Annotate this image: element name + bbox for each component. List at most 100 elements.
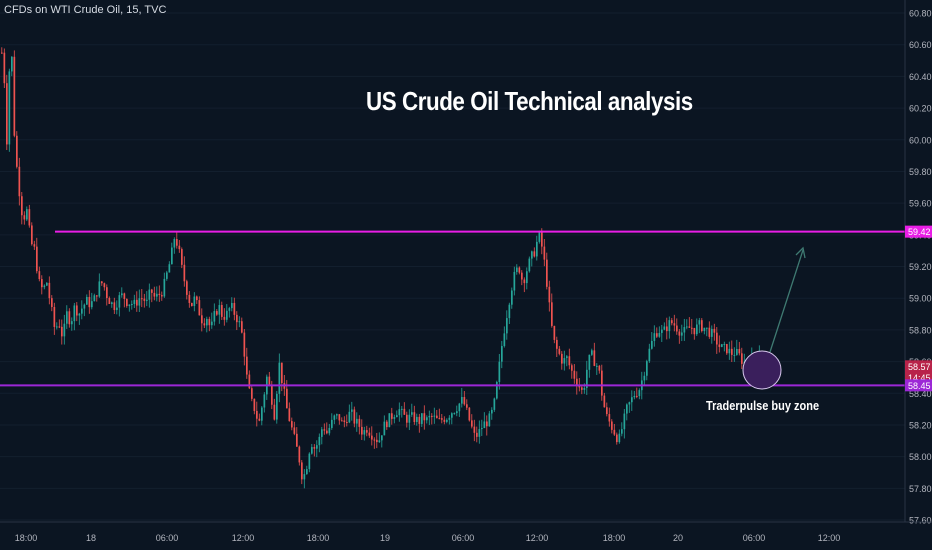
candle-body xyxy=(136,299,138,306)
candle-body xyxy=(671,320,673,324)
candle-body xyxy=(201,315,203,324)
candle-body xyxy=(143,298,146,301)
candle-body xyxy=(638,390,641,397)
candle-body xyxy=(38,271,41,280)
candle-body xyxy=(33,244,36,247)
time-tick-label: 06:00 xyxy=(452,533,475,543)
price-tick-label: 58.40 xyxy=(909,389,932,399)
candle-body xyxy=(586,369,588,388)
candle-body xyxy=(88,296,91,308)
candle-body xyxy=(731,348,733,355)
candle-body xyxy=(138,298,141,306)
candle-body xyxy=(428,415,431,418)
candle-body xyxy=(76,305,78,316)
candle-body xyxy=(616,434,618,443)
price-tick-label: 60.00 xyxy=(909,135,932,145)
candle-body xyxy=(251,388,253,399)
candle-body xyxy=(93,295,96,302)
candle-body xyxy=(426,417,428,421)
buy-zone-label: Traderpulse buy zone xyxy=(706,399,820,413)
candle-body xyxy=(723,344,726,346)
candle-body xyxy=(121,293,123,296)
candle-body xyxy=(306,469,308,475)
candle-body xyxy=(218,305,221,315)
candle-body xyxy=(381,435,383,441)
candle-body xyxy=(411,412,413,415)
candle-body xyxy=(563,358,566,364)
candle-body xyxy=(488,413,491,427)
candle-body xyxy=(611,421,613,430)
candle-body xyxy=(401,408,403,410)
candle-body xyxy=(733,354,736,356)
time-tick-label: 18:00 xyxy=(15,533,38,543)
candle-body xyxy=(676,325,678,332)
candle-body xyxy=(61,326,63,337)
candle-body xyxy=(71,321,73,325)
candle-body xyxy=(588,354,591,370)
symbol-title: CFDs on WTI Crude Oil, 15, TVC xyxy=(4,4,167,16)
candle-body xyxy=(418,416,421,424)
candle-body xyxy=(673,323,676,326)
chart-headline: US Crude Oil Technical analysis xyxy=(366,86,693,116)
candle-body xyxy=(631,397,633,403)
candle-body xyxy=(738,348,741,354)
candle-body xyxy=(341,420,343,422)
arrow-head xyxy=(795,246,806,259)
arrow-shaft xyxy=(769,249,804,353)
candle-body xyxy=(713,328,716,333)
candle-body xyxy=(431,415,433,417)
candle-body xyxy=(276,393,278,420)
candle-body xyxy=(516,267,518,272)
candle-body xyxy=(608,414,611,422)
candle-body xyxy=(148,289,151,300)
candle-body xyxy=(231,302,233,309)
candle-body xyxy=(318,436,321,446)
candle-body xyxy=(636,395,638,397)
candle-body xyxy=(718,344,721,347)
candle-body xyxy=(193,296,196,307)
candle-body xyxy=(98,281,101,297)
candle-body xyxy=(203,323,206,326)
candle-body xyxy=(278,362,281,394)
candle-body xyxy=(196,296,198,301)
price-tick-label: 57.60 xyxy=(909,516,932,526)
candle-body xyxy=(171,247,173,265)
candle-body xyxy=(161,295,163,297)
candle-body xyxy=(58,326,61,328)
candle-body xyxy=(78,313,81,316)
candle-body xyxy=(303,474,306,480)
candle-body xyxy=(451,413,453,418)
candle-body xyxy=(21,196,23,216)
candle-body xyxy=(6,83,8,145)
resistance-price-tag: 59.42 xyxy=(908,227,931,237)
candle-body xyxy=(596,365,598,367)
candle-body xyxy=(456,411,458,414)
candle-body xyxy=(408,414,411,423)
candle-body xyxy=(41,279,43,288)
candle-body xyxy=(688,326,691,328)
support-price-tag: 58.45 xyxy=(908,381,931,391)
candle-body xyxy=(123,293,126,299)
candle-body xyxy=(73,305,76,322)
candle-body xyxy=(116,307,118,311)
candle-body xyxy=(473,426,476,433)
candle-body xyxy=(706,327,708,329)
candle-body xyxy=(728,348,731,354)
candle-body xyxy=(48,282,51,299)
candle-body xyxy=(521,272,523,280)
candle-body xyxy=(181,249,183,265)
candle-body xyxy=(683,327,686,333)
candle-body xyxy=(556,339,558,349)
candle-body xyxy=(126,298,128,306)
last-price-tag: 58.57 xyxy=(908,362,931,372)
price-tick-label: 60.40 xyxy=(909,72,932,82)
candle-body xyxy=(243,332,246,357)
candle-body xyxy=(441,418,443,420)
candle-body xyxy=(188,294,191,303)
candle-body xyxy=(288,408,291,422)
candle-body xyxy=(633,395,636,398)
candle-body xyxy=(693,327,696,335)
support-price-tag-bg xyxy=(905,379,932,392)
